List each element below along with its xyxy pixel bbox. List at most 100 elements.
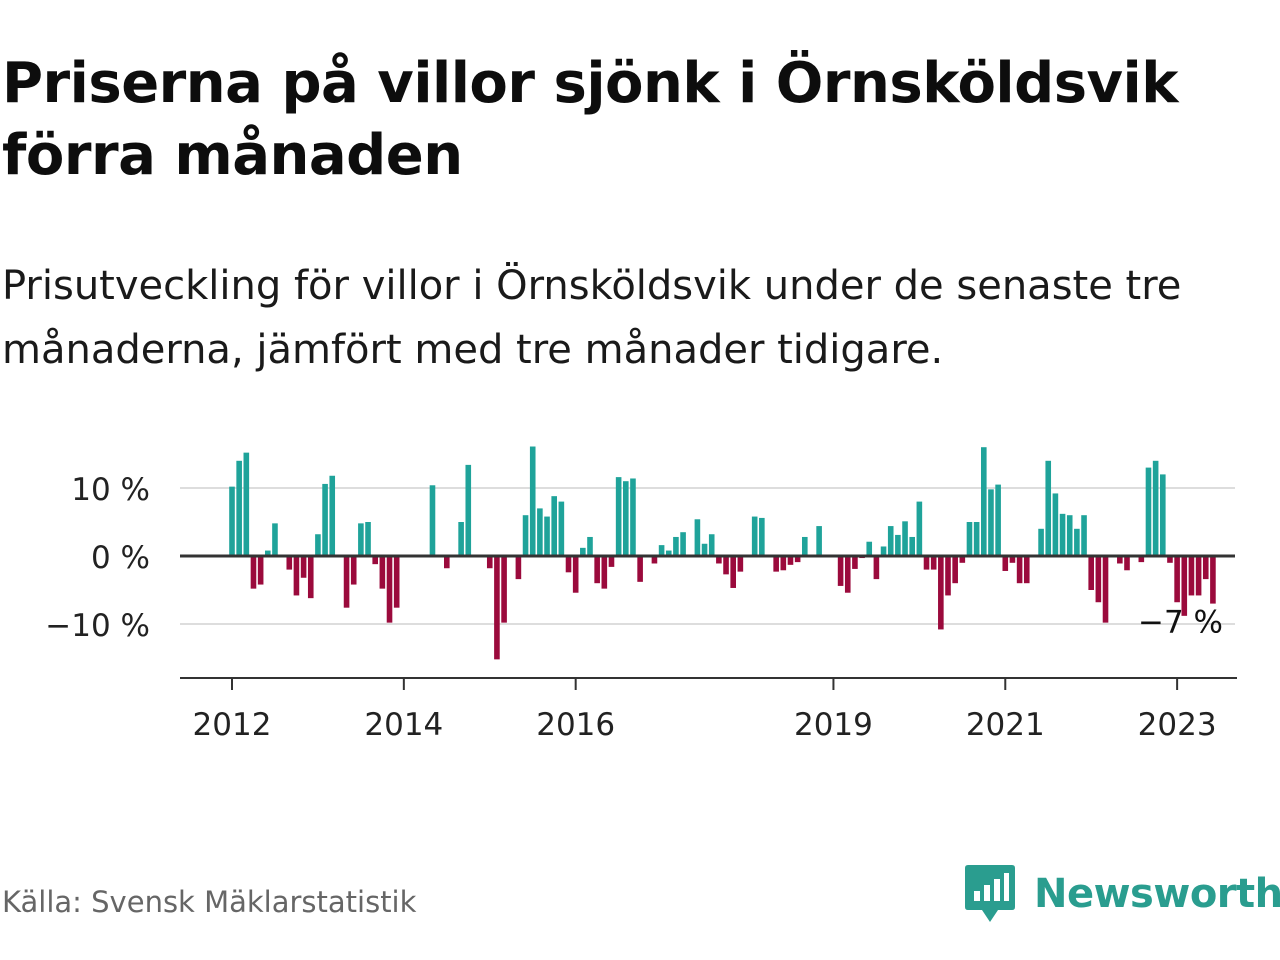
bar — [938, 556, 944, 630]
bar — [981, 447, 987, 556]
bar — [1016, 556, 1023, 584]
bar — [916, 501, 923, 556]
bar — [909, 536, 915, 556]
bar — [615, 477, 622, 556]
chart-subtitle: Prisutveckling för villor i Örnsköldsvik… — [2, 263, 1182, 373]
bar — [887, 526, 894, 556]
bar — [630, 478, 636, 556]
bar — [1059, 513, 1066, 556]
bar — [1045, 460, 1052, 556]
bar — [1188, 556, 1195, 596]
bar — [1152, 460, 1159, 556]
bar — [444, 556, 450, 569]
bar — [995, 484, 1001, 556]
bar — [1009, 556, 1016, 563]
bar — [572, 556, 579, 593]
bar — [286, 556, 293, 570]
bar — [673, 536, 679, 556]
bar — [1174, 556, 1180, 603]
bar — [1088, 556, 1094, 590]
bar — [737, 556, 744, 572]
bar — [379, 556, 386, 589]
bar — [1195, 556, 1202, 596]
bar — [988, 489, 994, 556]
bar — [608, 556, 615, 567]
bar — [637, 556, 643, 582]
bar — [272, 523, 278, 556]
brand-name: Newsworthy — [1034, 871, 1280, 917]
bar — [837, 556, 844, 586]
bar — [372, 556, 378, 565]
bar — [759, 517, 765, 556]
bar — [494, 556, 500, 660]
bar — [895, 534, 901, 556]
bar — [1074, 528, 1080, 556]
bar-series — [229, 446, 1216, 660]
bar — [1124, 556, 1130, 571]
bar — [773, 556, 779, 572]
bar — [329, 475, 336, 556]
bar — [601, 556, 608, 589]
source-credit: Källa: Svensk Mäklarstatistik — [2, 885, 417, 919]
bar — [1145, 467, 1152, 556]
bar — [1210, 556, 1216, 604]
bar-chart: 10 % 0 % −10 % 2012 2014 2016 2019 2021 2023 −7 % — [45, 446, 1237, 743]
bar — [1023, 556, 1030, 584]
bar — [515, 556, 522, 580]
bar — [1138, 556, 1145, 563]
bar — [386, 556, 393, 623]
bar — [1167, 556, 1173, 563]
axis-labels: 10 % 0 % −10 % 2012 2014 2016 2019 2021 2023 −7 % — [45, 472, 1223, 743]
bar — [1160, 474, 1166, 556]
bar — [1066, 515, 1073, 556]
bar — [723, 556, 729, 575]
bar — [716, 556, 722, 564]
bar — [787, 556, 794, 565]
y-tick-label: −10 % — [45, 608, 150, 644]
bar — [565, 556, 572, 573]
last-value-label: −7 % — [1138, 605, 1223, 641]
bar — [802, 536, 808, 556]
bar — [429, 485, 436, 556]
bar — [623, 481, 629, 556]
bar — [880, 546, 887, 556]
bar — [465, 464, 472, 556]
bar — [587, 536, 593, 556]
bar — [544, 516, 550, 556]
bar — [1117, 556, 1123, 564]
x-tick-label: 2023 — [1138, 707, 1217, 743]
bar — [1038, 528, 1044, 556]
bar — [529, 446, 536, 556]
x-tick-label: 2019 — [794, 707, 873, 743]
bar — [973, 522, 980, 556]
bar — [844, 556, 851, 593]
x-tick-label: 2012 — [193, 707, 272, 743]
bar — [694, 519, 701, 556]
bar — [307, 556, 314, 599]
bar — [486, 556, 493, 569]
bar — [1102, 556, 1109, 623]
bar — [866, 541, 873, 556]
bar — [236, 460, 242, 556]
bar — [780, 556, 787, 571]
bar — [966, 522, 973, 556]
bar — [952, 556, 958, 584]
bar — [730, 556, 736, 588]
bar — [923, 556, 930, 570]
bar — [665, 550, 672, 556]
bar — [522, 515, 529, 556]
bar — [551, 496, 557, 556]
bar — [243, 452, 250, 556]
bar — [751, 516, 758, 556]
bar — [257, 556, 264, 585]
x-tick-label: 2014 — [364, 707, 443, 743]
bar — [594, 556, 600, 584]
bar — [852, 556, 858, 569]
y-tick-label: 10 % — [71, 472, 150, 508]
bar — [902, 521, 908, 556]
bar — [1052, 493, 1059, 556]
bar — [930, 556, 937, 570]
bar — [458, 522, 464, 556]
gridlines — [180, 487, 1235, 625]
bar — [501, 556, 507, 623]
